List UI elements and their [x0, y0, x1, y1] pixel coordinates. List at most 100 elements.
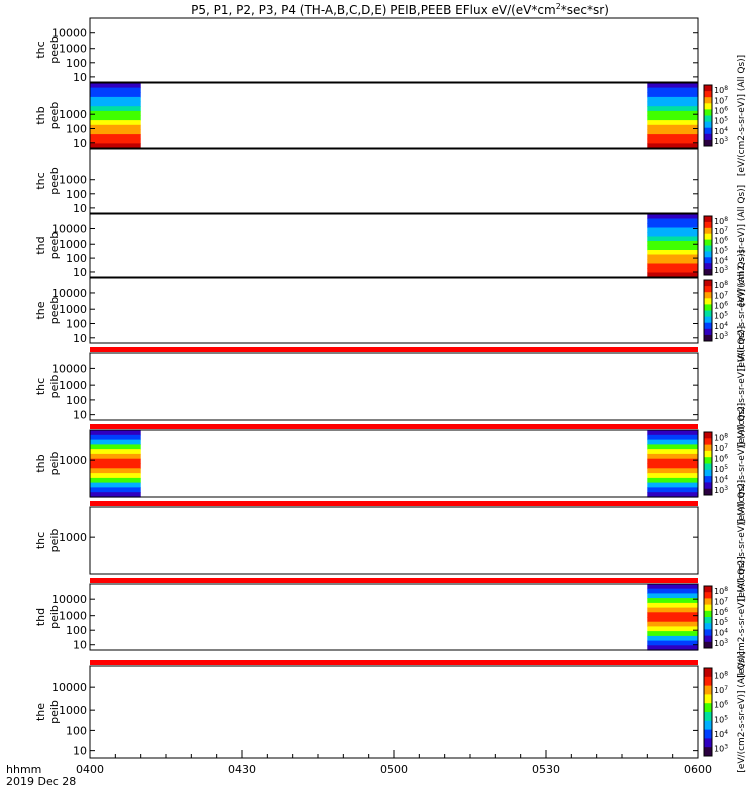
spectrogram-block	[647, 584, 698, 590]
colorbar-segment	[704, 604, 712, 612]
panel-frame	[89, 213, 699, 278]
colorbar-segment	[704, 444, 712, 452]
spectrogram-block	[647, 218, 698, 224]
panel-frame	[89, 148, 699, 214]
colorbar-tick-label: 105	[714, 116, 728, 126]
colorbar-segment	[704, 263, 712, 270]
colorbar-tick-label: 105	[714, 464, 728, 474]
y-tick-label: 1000	[59, 43, 87, 56]
colorbar-tick-label: 103	[714, 136, 728, 146]
colorbar-tick-label: 103	[714, 485, 728, 495]
colorbar-tick-label: 105	[714, 617, 728, 627]
y-tick-label: 100	[66, 724, 87, 737]
spectrogram-block	[647, 101, 698, 107]
colorbar-frame	[703, 667, 713, 757]
spectrogram-block	[90, 83, 141, 89]
colorbar-segment	[704, 438, 712, 446]
spectrogram-block	[90, 468, 141, 474]
spectrogram-block	[647, 617, 698, 623]
colorbar-tick-label: 104	[714, 126, 728, 136]
colorbar-segment	[704, 635, 712, 643]
colorbar-segment	[704, 703, 712, 713]
y-tick-label: 100	[66, 123, 87, 136]
colorbar-segment	[704, 216, 712, 223]
panel-probe-label: thb	[34, 454, 47, 472]
spectrogram-block	[647, 593, 698, 599]
colorbar-segment	[704, 121, 712, 129]
spectrogram-block	[90, 129, 141, 135]
colorbar-segment	[704, 233, 712, 241]
y-tick-label: 1000	[59, 610, 87, 623]
y-tick-label: 10000	[52, 362, 87, 375]
spectrogram-block	[90, 492, 141, 498]
spectrogram-block	[647, 96, 698, 103]
spectrogram-block	[647, 449, 698, 455]
colorbar-tick-label: 104	[714, 255, 728, 265]
colorbar-segment	[704, 488, 712, 496]
spectrogram-block	[647, 232, 698, 238]
colorbar-segment	[704, 463, 712, 471]
y-tick-label: 1000	[59, 379, 87, 392]
panel-product-label: peib	[48, 605, 61, 629]
spectrogram-block	[647, 444, 698, 450]
spectrogram-block	[647, 263, 698, 269]
spectrogram-block	[647, 241, 698, 247]
y-tick-label: 10000	[52, 222, 87, 235]
spectrogram-block	[647, 607, 698, 613]
colorbar-frame	[703, 585, 713, 649]
colorbar-tick-label: 108	[714, 586, 728, 596]
spectrogram-block	[647, 430, 698, 436]
y-tick-label: 1000	[59, 704, 87, 717]
spectrogram-block	[90, 134, 141, 140]
spectrogram-block	[90, 473, 141, 479]
colorbar-tick-label: 107	[714, 443, 728, 453]
x-axis: 0400 0430 0500 0530 0600	[76, 750, 712, 776]
colorbar-frame	[703, 279, 713, 342]
panel-product-label: peib	[48, 452, 61, 476]
x-tick-label: 0400	[76, 763, 104, 776]
panel-frame	[89, 583, 699, 651]
panel-frame	[89, 665, 699, 759]
colorbar-tick-label: 104	[714, 628, 728, 638]
panel-probe-label: thc	[34, 378, 47, 395]
spectrogram-block	[647, 254, 698, 260]
spectrogram-block	[647, 458, 698, 465]
spectrogram-block	[647, 245, 698, 251]
spectrogram-block	[647, 626, 698, 632]
colorbar-segment	[704, 685, 712, 695]
colorbar-segment	[704, 668, 712, 678]
y-tick-label: 10	[73, 745, 87, 758]
spectrogram-block	[647, 272, 698, 278]
spectrogram-block	[647, 138, 698, 144]
colorbar-segment	[704, 457, 712, 464]
spectrogram-block	[647, 439, 698, 445]
colorbar-segment	[704, 91, 712, 98]
x-tick-label: 0500	[380, 763, 408, 776]
spectrogram-block	[90, 124, 141, 130]
colorbar-tick-label: 104	[714, 321, 728, 331]
spectrogram-block	[647, 143, 698, 149]
spectrogram-block	[90, 458, 141, 465]
spectrogram-block	[647, 124, 698, 130]
colorbar-segment	[704, 432, 712, 439]
colorbar-segment	[704, 298, 712, 305]
y-tick-label: 10	[73, 71, 87, 84]
spectrogram-block	[647, 259, 698, 265]
y-tick-label: 1000	[59, 531, 87, 544]
separator-bar	[90, 501, 698, 506]
panel-product-label: peeb	[48, 167, 61, 195]
colorbar-units-label: [eV/(cm2-s-sr-eV)] (All Qs)]	[737, 250, 747, 371]
colorbar-tick-label: 107	[714, 685, 728, 695]
x-axis-corner-label-date: 2019 Dec 28	[6, 775, 76, 788]
colorbar-segment	[704, 280, 712, 287]
panel-probe-label: thc	[34, 172, 47, 189]
x-tick-label: 0530	[532, 763, 560, 776]
y-tick-label: 10	[73, 409, 87, 422]
colorbar-segment	[704, 450, 712, 458]
y-tick-label: 1000	[59, 454, 87, 467]
spectrogram-block	[90, 430, 141, 436]
